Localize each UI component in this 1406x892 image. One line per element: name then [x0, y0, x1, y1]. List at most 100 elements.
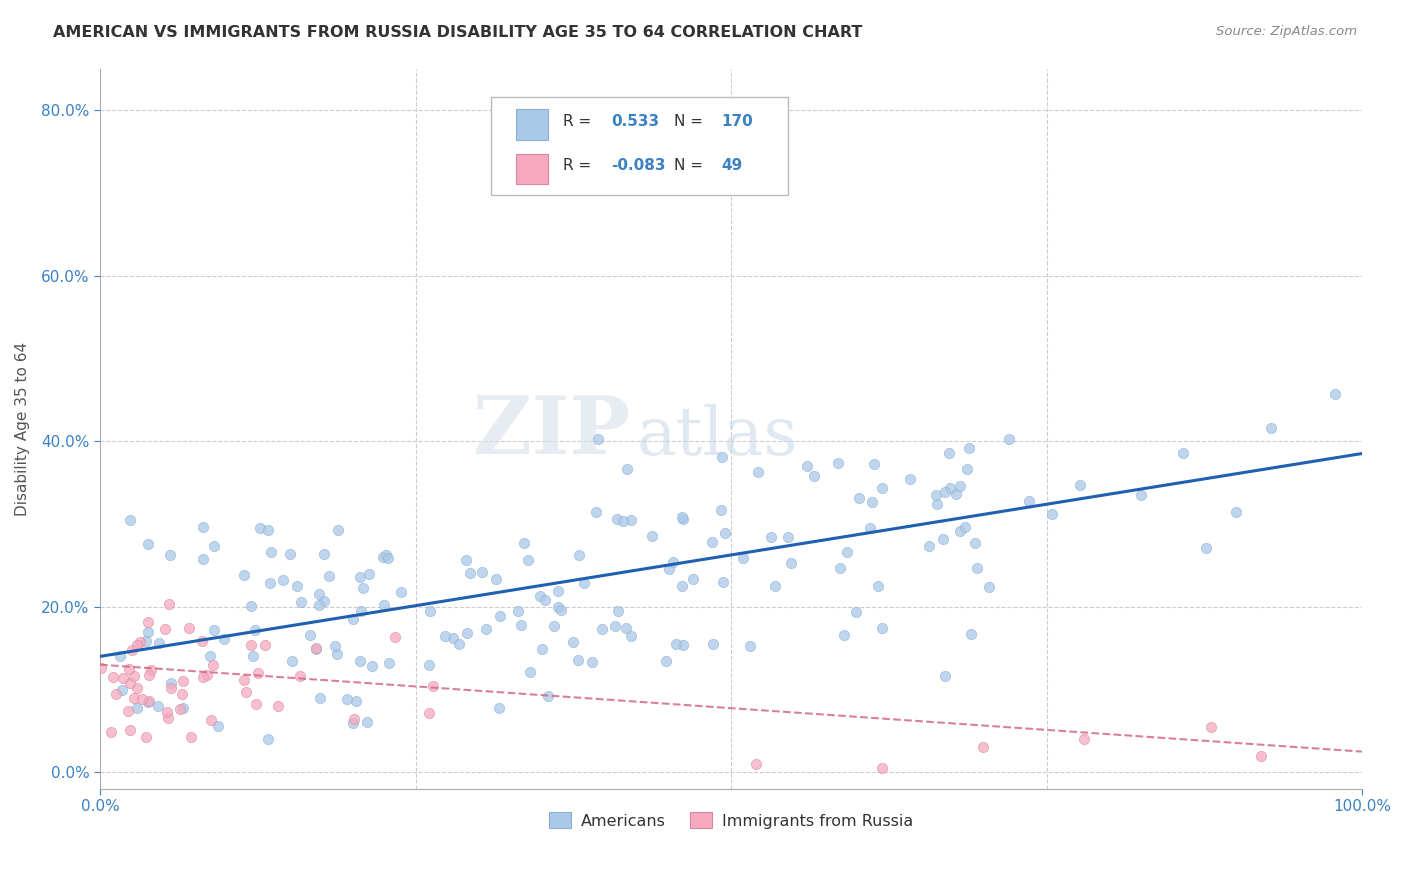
Point — [138, 694, 160, 708]
Point — [136, 695, 159, 709]
Text: AMERICAN VS IMMIGRANTS FROM RUSSIA DISABILITY AGE 35 TO 64 CORRELATION CHART: AMERICAN VS IMMIGRANTS FROM RUSSIA DISAB… — [53, 25, 863, 40]
Point — [198, 648, 221, 663]
Point — [326, 523, 349, 537]
Point — [508, 603, 530, 617]
Point — [949, 524, 972, 538]
Point — [665, 637, 688, 651]
Point — [336, 692, 359, 706]
Point — [323, 639, 346, 653]
Point — [129, 634, 152, 648]
Point — [870, 481, 893, 495]
Point — [326, 647, 349, 661]
Point — [135, 731, 157, 745]
Point — [239, 599, 262, 613]
Point — [212, 632, 235, 646]
Point — [960, 627, 983, 641]
Point — [314, 594, 336, 608]
Point — [510, 618, 533, 632]
Point — [146, 698, 169, 713]
Point — [620, 512, 643, 526]
Point — [242, 648, 264, 663]
Point — [349, 604, 371, 618]
Text: ZIP: ZIP — [472, 393, 630, 471]
Point — [342, 612, 364, 626]
Point — [925, 488, 948, 502]
Point — [153, 623, 176, 637]
Point — [925, 497, 948, 511]
Point — [138, 668, 160, 682]
Point — [779, 557, 801, 571]
Point — [837, 545, 859, 559]
Text: 170: 170 — [721, 113, 752, 128]
Point — [531, 641, 554, 656]
Point — [172, 687, 194, 701]
Point — [620, 629, 643, 643]
Point — [979, 580, 1001, 594]
Point — [456, 553, 478, 567]
Point — [1195, 541, 1218, 555]
Point — [547, 584, 569, 599]
Point — [1069, 477, 1091, 491]
Point — [733, 551, 755, 566]
Point — [934, 668, 956, 682]
Point — [938, 446, 960, 460]
Point — [259, 576, 281, 591]
Point — [112, 671, 135, 685]
Point — [796, 458, 818, 473]
Point — [672, 512, 695, 526]
Point — [1171, 446, 1194, 460]
Point — [349, 654, 371, 668]
Point — [139, 664, 162, 678]
Point — [160, 676, 183, 690]
Point — [761, 530, 783, 544]
Point — [658, 562, 681, 576]
Point — [156, 706, 179, 720]
Text: N =: N = — [675, 113, 709, 128]
Point — [349, 570, 371, 584]
Point — [972, 740, 994, 755]
Point — [447, 637, 470, 651]
Point — [682, 572, 704, 586]
Point — [105, 687, 128, 701]
Point — [118, 675, 141, 690]
Point — [513, 536, 536, 550]
Text: 49: 49 — [721, 158, 742, 173]
Point — [117, 704, 139, 718]
Point — [567, 653, 589, 667]
Point — [245, 623, 267, 637]
Point — [585, 505, 607, 519]
Point — [304, 642, 326, 657]
Point — [1130, 488, 1153, 502]
Point — [299, 628, 322, 642]
Point — [918, 539, 941, 553]
Point — [361, 659, 384, 673]
Text: -0.083: -0.083 — [612, 158, 665, 173]
Point — [159, 548, 181, 562]
Point — [745, 757, 768, 772]
Point — [711, 450, 734, 465]
Point — [711, 574, 734, 589]
Point — [281, 654, 304, 668]
Point — [131, 692, 153, 706]
Point — [827, 456, 849, 470]
Point — [953, 519, 976, 533]
Point — [278, 547, 301, 561]
Point — [586, 432, 609, 446]
Point — [357, 567, 380, 582]
Point — [844, 605, 866, 619]
Point — [201, 657, 224, 672]
Point — [834, 628, 856, 642]
Point — [612, 514, 634, 528]
Point — [763, 579, 786, 593]
Point — [344, 694, 367, 708]
Point — [1073, 732, 1095, 747]
Point — [356, 714, 378, 729]
Point — [702, 637, 724, 651]
Legend: Americans, Immigrants from Russia: Americans, Immigrants from Russia — [543, 806, 920, 835]
Point — [125, 638, 148, 652]
Point — [419, 604, 441, 618]
Point — [606, 604, 628, 618]
Point — [108, 648, 131, 663]
Point — [710, 502, 733, 516]
Point — [702, 535, 724, 549]
